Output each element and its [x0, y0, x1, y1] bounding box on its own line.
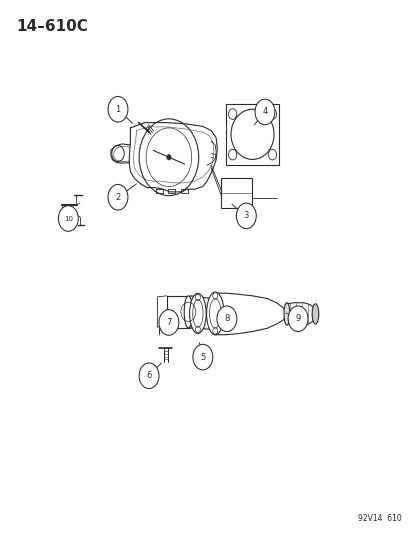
Circle shape: [166, 155, 171, 160]
Text: 1: 1: [115, 105, 120, 114]
Ellipse shape: [206, 292, 223, 335]
Text: 6: 6: [146, 372, 151, 380]
Bar: [221, 178, 252, 207]
Text: 8: 8: [224, 314, 229, 323]
Circle shape: [236, 203, 256, 229]
Circle shape: [139, 363, 159, 389]
Circle shape: [254, 99, 274, 125]
Text: 3: 3: [243, 212, 248, 220]
Circle shape: [192, 344, 212, 370]
Text: 92V14  610: 92V14 610: [357, 514, 401, 523]
Ellipse shape: [311, 304, 318, 324]
Text: 14–610C: 14–610C: [17, 19, 88, 34]
Circle shape: [58, 206, 78, 231]
Ellipse shape: [189, 293, 206, 334]
Text: 4: 4: [262, 108, 267, 116]
Text: 7: 7: [166, 318, 171, 327]
Text: 2: 2: [115, 193, 120, 201]
Circle shape: [159, 310, 178, 335]
Text: 5: 5: [200, 353, 205, 361]
Bar: [225, 103, 279, 165]
Circle shape: [108, 96, 128, 122]
Text: 10: 10: [64, 215, 73, 222]
Circle shape: [287, 306, 307, 332]
Circle shape: [108, 184, 128, 210]
Ellipse shape: [283, 303, 289, 325]
Text: 9: 9: [295, 314, 300, 323]
Ellipse shape: [184, 296, 192, 328]
Circle shape: [216, 306, 236, 332]
